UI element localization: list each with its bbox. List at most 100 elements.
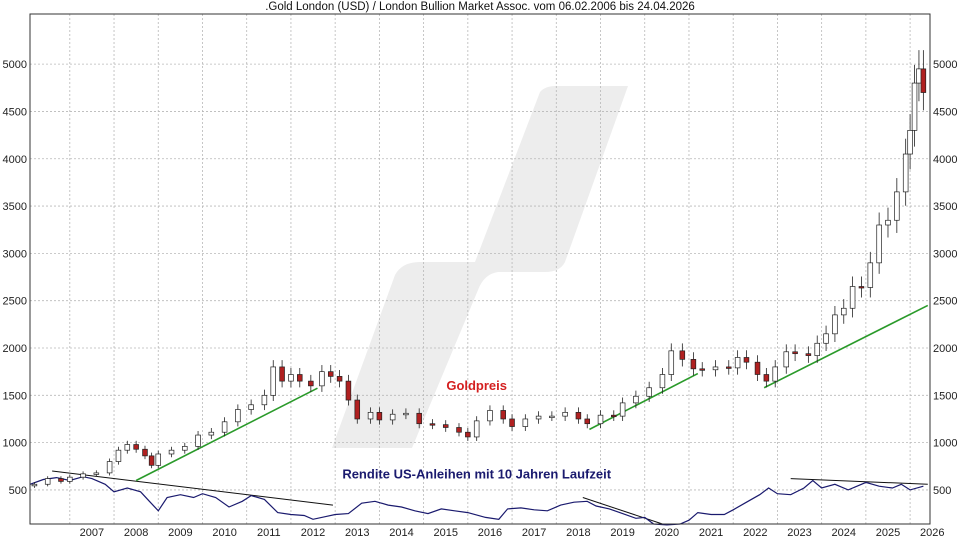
y-tick-label-right: 4000 bbox=[933, 154, 957, 166]
watermark-shape bbox=[332, 86, 628, 448]
candle-body bbox=[743, 357, 750, 363]
candle-body bbox=[442, 424, 449, 428]
candle-body bbox=[549, 415, 555, 418]
candle-body bbox=[106, 461, 113, 474]
x-tick-label: 2012 bbox=[301, 527, 325, 539]
candle-body bbox=[885, 219, 891, 226]
x-tick-label: 2021 bbox=[699, 527, 723, 539]
candle-body bbox=[633, 395, 639, 404]
x-tick-label: 2017 bbox=[522, 527, 546, 539]
candle-body bbox=[182, 446, 188, 451]
candle-body bbox=[155, 453, 162, 466]
candle-body bbox=[354, 399, 361, 420]
candle-body bbox=[734, 357, 741, 369]
candle-body bbox=[611, 414, 617, 418]
candle-body bbox=[270, 366, 276, 396]
x-tick-label: 2018 bbox=[566, 527, 590, 539]
candle-body bbox=[80, 473, 86, 478]
candle-body bbox=[221, 421, 228, 433]
candle-body bbox=[279, 366, 285, 382]
candle-body bbox=[659, 374, 666, 389]
y-tick-label-right: 500 bbox=[933, 485, 951, 497]
candle-body bbox=[208, 431, 215, 436]
candle-body bbox=[473, 420, 480, 438]
y-tick-label-right: 1500 bbox=[933, 390, 957, 402]
x-tick-label: 2019 bbox=[610, 527, 634, 539]
x-axis: 2007 2008 2009 2010 2011 2012 2013 2014 2015 2016… bbox=[80, 527, 945, 539]
candle-body bbox=[690, 359, 697, 370]
x-tick-label: 2008 bbox=[124, 527, 148, 539]
candle-body bbox=[168, 449, 175, 455]
candle-body bbox=[894, 191, 900, 221]
x-tick-label: 2009 bbox=[168, 527, 192, 539]
y-tick-label-left: 3500 bbox=[3, 201, 27, 213]
candle-body bbox=[763, 374, 770, 382]
x-tick-label: 2010 bbox=[212, 527, 236, 539]
y-tick-label-left: 4000 bbox=[3, 154, 27, 166]
candle-body bbox=[248, 404, 254, 410]
candle-body bbox=[336, 376, 343, 382]
y-tick-label-right: 2000 bbox=[933, 343, 957, 355]
candle-body bbox=[772, 366, 778, 382]
x-tick-label: 2013 bbox=[345, 527, 369, 539]
candle-body bbox=[668, 350, 675, 375]
candle-body bbox=[58, 478, 64, 482]
candle-body bbox=[235, 409, 241, 423]
candle-body bbox=[308, 380, 314, 387]
candle-body bbox=[456, 427, 462, 433]
chart-title: .Gold London (USD) / London Bullion Mark… bbox=[265, 1, 695, 13]
candle-body bbox=[142, 448, 148, 457]
candle-body bbox=[44, 478, 51, 485]
chart-annotations: Goldpreis Rendite US-Anleihen mit 10 Jahr… bbox=[342, 378, 611, 481]
candle-body bbox=[535, 415, 542, 420]
candle-body bbox=[841, 307, 847, 316]
y-tick-label-right: 2500 bbox=[933, 296, 957, 308]
yield-series-label: Rendite US-Anleihen mit 10 Jahren Laufze… bbox=[342, 467, 611, 482]
yield-trendline bbox=[52, 470, 334, 506]
yield-trendline bbox=[582, 497, 663, 525]
candle-body bbox=[754, 361, 761, 375]
candle-body bbox=[195, 434, 201, 447]
candle-body bbox=[297, 374, 303, 382]
x-tick-label: 2025 bbox=[876, 527, 900, 539]
candle-body bbox=[911, 82, 918, 131]
candle-body bbox=[31, 483, 38, 487]
y-axis-left: 500 1000 1500 2000 2500 3000 3500 4000 4500 5000 bbox=[3, 59, 27, 497]
candle-body bbox=[699, 368, 705, 371]
yield-series bbox=[29, 476, 924, 526]
x-tick-label: 2015 bbox=[433, 527, 457, 539]
candle-body bbox=[726, 366, 732, 369]
candle-body bbox=[584, 418, 590, 425]
candle-body bbox=[858, 286, 865, 289]
candle-body bbox=[327, 371, 334, 377]
y-axis-right: 500 1000 1500 2000 2500 3000 3500 4000 4500 5000 bbox=[933, 59, 957, 497]
watermark-logo bbox=[332, 86, 628, 448]
candle-body bbox=[597, 414, 604, 425]
candle-body bbox=[646, 387, 652, 397]
candle-body bbox=[133, 444, 139, 450]
candle-body bbox=[805, 353, 812, 356]
yield-trendlines bbox=[52, 470, 928, 525]
x-tick-label: 2022 bbox=[743, 527, 767, 539]
candle-body bbox=[367, 411, 374, 420]
candle-body bbox=[429, 423, 436, 426]
candle-body bbox=[792, 351, 798, 355]
x-tick-label: 2014 bbox=[389, 527, 413, 539]
y-tick-label-left: 2500 bbox=[3, 296, 27, 308]
x-tick-label: 2023 bbox=[787, 527, 811, 539]
x-tick-label: 2026 bbox=[920, 527, 944, 539]
gold-candles bbox=[31, 50, 927, 488]
candle-body bbox=[849, 286, 856, 309]
yield-trendline bbox=[790, 478, 928, 485]
candle-body bbox=[876, 224, 882, 264]
candle-body bbox=[124, 444, 131, 451]
y-tick-label-right: 3000 bbox=[933, 248, 957, 260]
candle-body bbox=[67, 476, 73, 482]
candle-body bbox=[832, 314, 838, 335]
candle-body bbox=[403, 412, 409, 416]
candle-body bbox=[575, 411, 582, 420]
candle-body bbox=[814, 342, 820, 356]
candle-body bbox=[389, 413, 396, 421]
